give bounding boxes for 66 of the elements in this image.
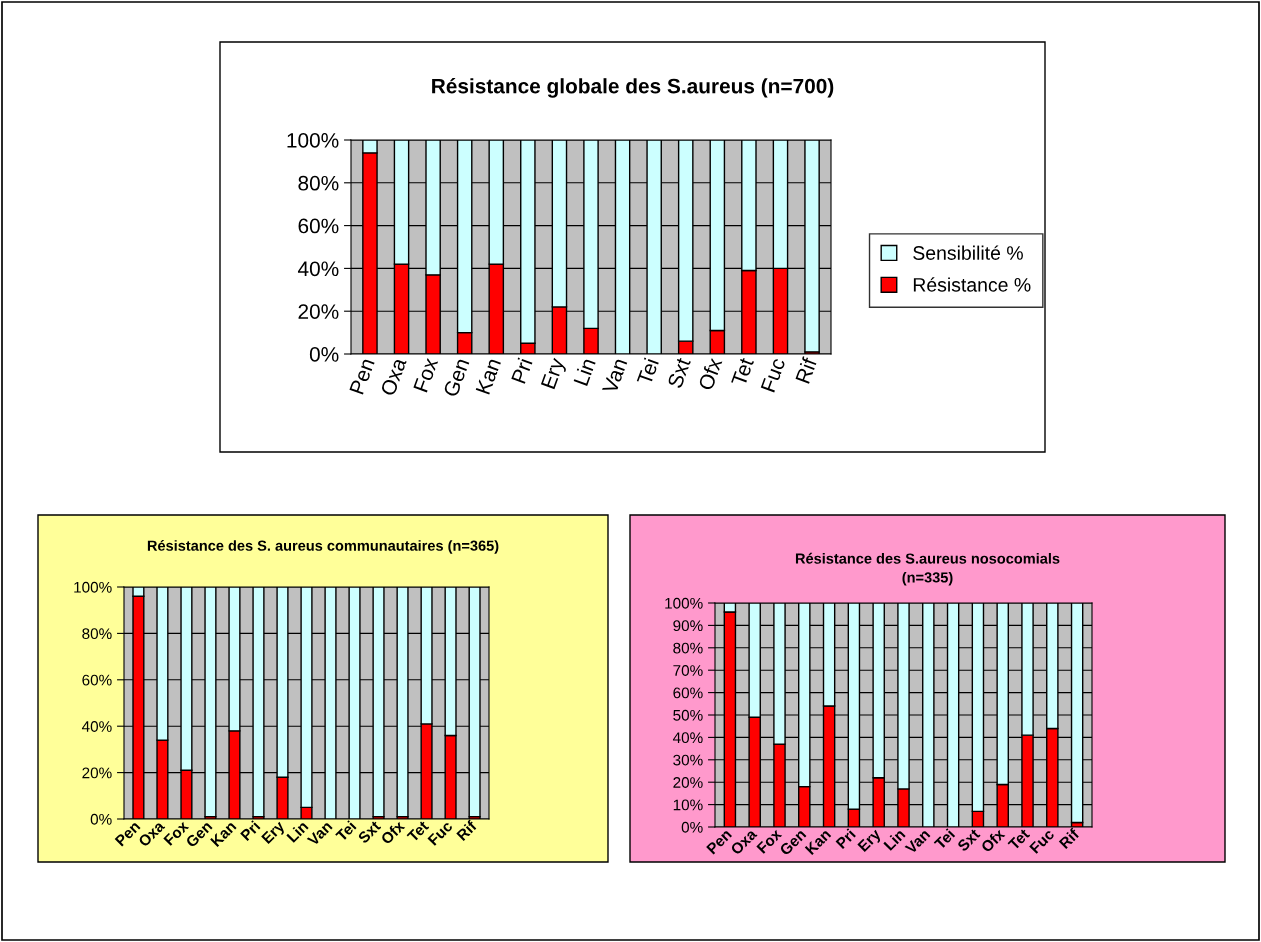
y-tick-label: 60% [82,674,112,686]
x-tick-label: Ery [540,356,569,391]
x-tick-label: Fuc [427,820,454,846]
x-tick-label: Lin [285,820,309,843]
x-tick-label: Gen [442,357,470,398]
y-tick-label: 0% [90,813,112,825]
x-tick-label: Sxt [357,819,382,844]
chart-title: Résistance globale des S.aureus (n=700) [432,78,834,98]
x-tick-label: Van [306,820,333,847]
x-tick-label: Rif [1058,827,1080,850]
x-tick-label: Tei [334,820,357,843]
x-tick-label: Kan [475,357,502,395]
legend-label: Sensibilité % [913,245,1023,260]
x-tick-label: Pen [706,828,733,855]
x-tick-label: Pri [239,820,261,842]
y-tick-label: 100% [74,581,112,593]
y-tick-label: 0% [681,821,703,833]
x-tick-label: Pen [349,357,375,395]
x-tick-label: Tet [731,356,755,388]
y-tick-label: 40% [297,261,339,277]
x-tick-label: Oxa [380,356,407,397]
x-tick-label: Rif [794,356,818,384]
y-tick-label: 60% [298,218,339,234]
y-tick-label: 60% [673,687,703,699]
x-tick-label: Rif [455,819,478,842]
y-tick-label: 100% [287,133,339,148]
y-tick-label: 80% [298,175,339,191]
y-tick-label: 100% [665,597,703,609]
x-tick-label: Van [904,828,931,855]
x-tick-label: Fuc [1029,828,1055,854]
chart-title: Résistance des S.aureus nosocomials (n=335) [795,552,1060,586]
x-tick-label: Sxt [956,827,981,852]
x-tick-label: Sxt [667,356,691,389]
x-tick-label: Tei [933,828,956,851]
x-tick-label: Ofx [980,827,1006,854]
x-tick-label: Pri [510,357,533,384]
y-tick-label: 20% [82,767,112,779]
x-tick-label: Pri [835,828,856,850]
legend-label: Résistance % [913,277,1031,292]
x-tick-label: Fuc [760,357,786,393]
x-tick-label: Lin [882,828,906,851]
x-tick-label: Ery [857,827,884,855]
y-tick-label: 10% [673,799,703,811]
x-tick-label: Fox [756,827,783,854]
x-tick-label: Tet [1007,828,1031,851]
x-tick-label: Pen [114,820,141,847]
y-tick-label: 40% [81,721,112,732]
x-tick-label: Van [602,357,628,395]
x-tick-label: Fox [413,356,439,393]
y-tick-label: 0% [309,347,339,362]
chart-title: Résistance des S. aureus communautaires (n=365) [147,540,499,554]
x-tick-label: Lin [572,357,596,386]
y-tick-label: 50% [673,709,703,721]
y-tick-label: 40% [672,732,703,744]
x-tick-label: Kan [804,828,832,856]
y-tick-label: 80% [82,628,112,640]
y-tick-label: 20% [298,304,339,319]
x-tick-label: Fox [163,819,190,846]
y-tick-label: 30% [673,754,703,766]
x-tick-label: Tei [636,357,659,387]
y-tick-label: 80% [673,642,703,654]
y-tick-label: 90% [673,620,703,632]
y-tick-label: 70% [673,665,703,676]
x-tick-label: Tet [406,820,430,843]
x-tick-label: Ofx [697,356,723,391]
y-tick-label: 20% [673,777,703,788]
